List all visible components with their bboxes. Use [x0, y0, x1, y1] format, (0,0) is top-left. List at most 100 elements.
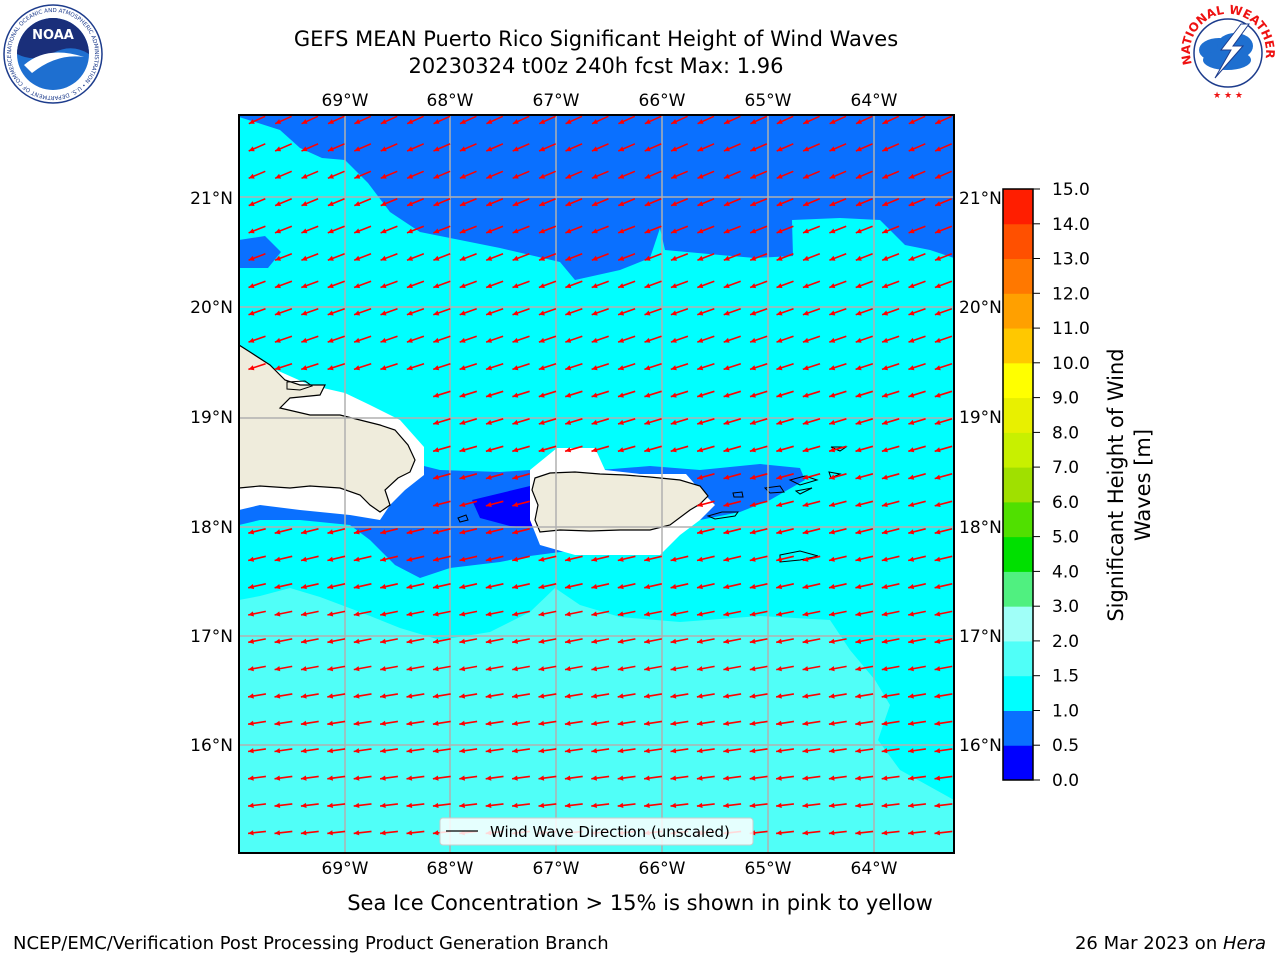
- wind-arrow: [697, 225, 715, 234]
- wind-arrow: [301, 115, 319, 125]
- colorbar-band: [1003, 571, 1033, 607]
- wind-arrow: [485, 418, 504, 425]
- wind-arrow: [591, 280, 609, 289]
- wind-arrow: [723, 253, 741, 261]
- wind-arrow: [802, 693, 821, 699]
- wind-arrow: [828, 665, 847, 672]
- map-subtitle: 20230324 t00z 240h fcst Max: 1.96: [408, 54, 784, 78]
- wind-arrow: [353, 720, 372, 726]
- wind-arrow: [697, 198, 715, 207]
- wind-arrow: [908, 638, 926, 644]
- wind-arrow: [723, 390, 742, 398]
- wind-arrow: [301, 308, 319, 316]
- wind-arrow: [327, 143, 345, 152]
- wind-arrow: [934, 748, 953, 754]
- wind-arrow: [644, 335, 662, 343]
- map-frame: [238, 114, 955, 854]
- wind-arrow: [432, 693, 451, 699]
- wind-arrow: [301, 335, 319, 343]
- wind-arrow: [327, 225, 345, 234]
- wind-arrow: [353, 583, 372, 590]
- wind-arrow: [723, 802, 742, 808]
- wind-arrow: [749, 308, 768, 316]
- wind-arrow: [723, 555, 742, 562]
- wind-arrow: [670, 775, 689, 781]
- lat-label-right: 18°N: [959, 518, 1002, 538]
- wind-arrow: [670, 198, 689, 207]
- wind-arrow: [881, 335, 900, 343]
- wind-arrow: [934, 198, 953, 207]
- wind-arrow: [380, 170, 398, 180]
- wind-arrow: [776, 308, 794, 316]
- wind-arrow: [353, 665, 372, 672]
- wind-arrow: [300, 555, 319, 562]
- wind-arrow: [512, 528, 530, 535]
- wind-arrow: [881, 528, 900, 535]
- wind-arrow: [617, 555, 636, 562]
- wind-arrow: [406, 802, 425, 808]
- wind-arrow: [432, 445, 451, 453]
- wind-arrow: [248, 583, 266, 590]
- lon-label-bottom: 66°W: [639, 859, 686, 879]
- wind-arrow: [564, 775, 583, 781]
- wind-arrow: [723, 473, 742, 480]
- wind-arrow: [459, 500, 478, 507]
- wind-arrow: [380, 830, 398, 836]
- wind-arrow: [802, 720, 821, 726]
- wind-arrow: [670, 720, 689, 726]
- wind-arrow: [564, 555, 583, 562]
- wind-arrow: [934, 280, 953, 289]
- wind-arrow: [802, 555, 821, 562]
- wind-arrow: [617, 775, 636, 781]
- wind-arrow: [855, 335, 873, 343]
- wind-arrow: [274, 143, 293, 152]
- wind-arrow: [617, 665, 636, 672]
- wind-arrow: [802, 473, 821, 480]
- wind-arrow: [512, 308, 530, 316]
- wind-arrow: [670, 143, 689, 152]
- wind-arrow: [327, 253, 345, 261]
- wind-arrow: [379, 720, 399, 726]
- wind-arrow: [644, 280, 662, 289]
- wind-arrow: [300, 748, 319, 754]
- wind-arrow: [380, 610, 398, 617]
- wind-arrow: [459, 473, 478, 480]
- wind-arrow: [300, 830, 319, 836]
- wind-arrow: [749, 225, 768, 234]
- wind-arrow: [855, 665, 874, 672]
- wind-arrow: [459, 418, 478, 425]
- wind-arrow: [379, 748, 399, 754]
- wind-arrow: [855, 802, 874, 808]
- wind-arrow: [644, 170, 662, 180]
- wind-arrow: [432, 528, 451, 535]
- wind-arrow: [908, 363, 926, 371]
- wind-arrow: [511, 748, 531, 754]
- wind-arrow: [881, 308, 900, 316]
- wind-arrow: [776, 830, 794, 836]
- wind-arrow: [829, 143, 847, 152]
- wind-arrow: [828, 693, 847, 699]
- wind-arrow: [908, 418, 926, 425]
- wind-arrow: [750, 115, 768, 125]
- wind-arrow: [696, 720, 715, 726]
- wind-arrow: [353, 528, 372, 535]
- wind-arrow: [486, 115, 504, 125]
- wind-arrow: [723, 280, 741, 289]
- colorbar-tick-label: 7.0: [1052, 458, 1079, 478]
- colorbar-band: [1003, 432, 1033, 468]
- wind-arrow: [274, 280, 293, 289]
- wind-arrow: [274, 198, 293, 207]
- wind-arrow: [617, 198, 636, 207]
- wind-arrow: [644, 802, 662, 808]
- wind-arrow: [274, 638, 293, 644]
- wind-arrow: [828, 802, 847, 808]
- wind-arrow: [776, 363, 794, 371]
- wind-arrow: [881, 418, 900, 425]
- wind-arrow: [934, 418, 953, 425]
- wind-arrow: [301, 170, 319, 180]
- wind-arrow: [670, 445, 689, 453]
- wind-arrow: [776, 500, 794, 507]
- colorbar-band: [1003, 640, 1033, 677]
- wind-arrow: [459, 335, 477, 343]
- wind-arrow: [644, 638, 662, 644]
